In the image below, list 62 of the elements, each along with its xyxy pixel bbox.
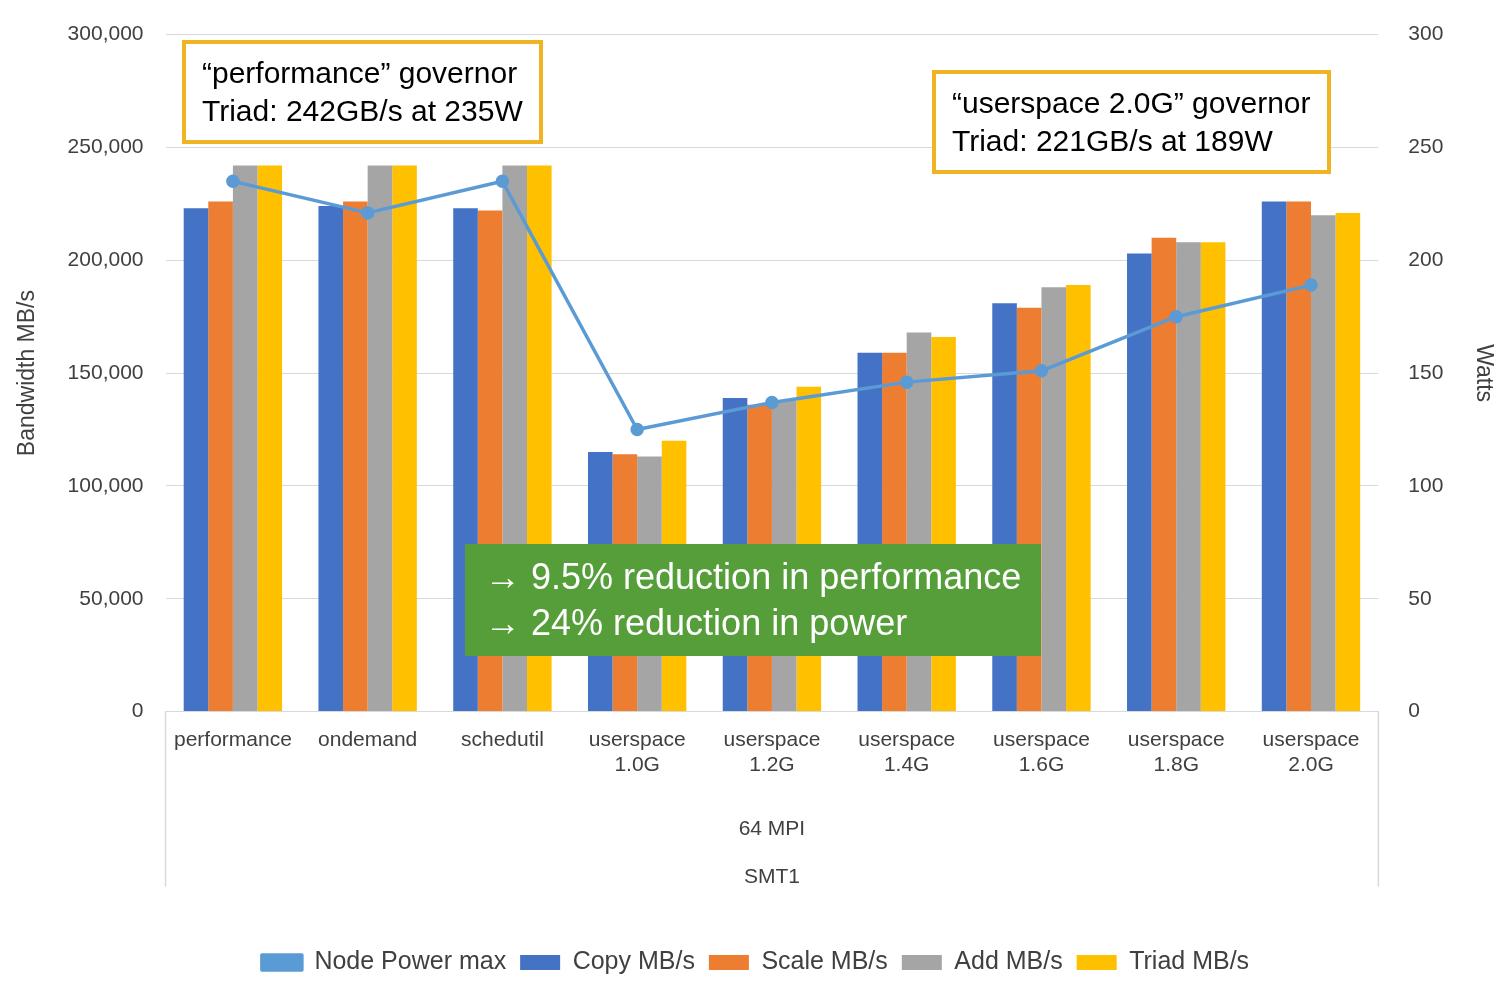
bar [367,165,393,712]
bar [1176,242,1201,712]
point [495,174,510,189]
point [899,375,914,389]
point [630,422,644,437]
x-tick-label: ondemand [318,727,418,750]
legend-label: Copy MB/s [572,946,695,975]
bar [257,165,283,712]
y-tick-label: 100,000 [67,472,144,496]
bar [343,201,368,712]
y-tick-label: 150,000 [67,359,144,383]
legend-label: Scale MB/s [761,946,888,975]
y2-tick-label: 300 [1408,21,1444,45]
bar [232,165,258,712]
point [1034,364,1049,378]
x-tick-label: userspace 1.6G [993,727,1090,776]
bar [1310,215,1336,712]
bar [1286,201,1311,712]
y2-axis-title: Watts [1471,344,1498,403]
y2-tick-label: 250 [1408,134,1444,158]
legend-label: Node Power max [314,946,507,975]
legend-label: Triad MB/s [1129,946,1250,975]
x-tick-label: userspace 1.8G [1127,727,1225,776]
point [1169,309,1183,324]
point [1304,278,1318,292]
bar [1066,285,1091,712]
bar [1127,253,1152,712]
y2-tick-label: 200 [1408,247,1444,271]
bar [318,206,344,712]
bar [1261,201,1287,712]
annotation: “userspace 2.0G” governor Triad: 221GB/s at 189W [932,70,1331,174]
y2-tick-label: 150 [1408,359,1444,383]
legend-label: Add MB/s [954,946,1063,975]
y-tick-label: 0 [131,698,144,722]
bar [1335,212,1361,712]
bar [1041,287,1067,712]
annotation: “performance” governor Triad: 242GB/s at 235W [182,40,543,144]
point [360,206,375,220]
text: 64 MPI [738,816,806,840]
text: SMT1 [743,864,800,888]
y-axis-title: Bandwidth MB/s [13,290,40,457]
y-tick-label: 50,000 [79,585,144,609]
x-tick-label: userspace 2.0G [1262,727,1360,776]
x-tick-label: userspace 1.0G [588,727,686,776]
y-tick-label: 300,000 [67,21,144,45]
point [226,174,240,189]
y2-tick-label: 0 [1408,698,1421,722]
bar [1200,242,1226,712]
x-tick-label: userspace 1.4G [858,727,956,776]
bar [1151,237,1177,712]
x-tick-label: performance [173,727,292,750]
y2-tick-label: 100 [1408,472,1444,496]
bar [392,165,417,712]
x-tick-label: userspace 1.2G [723,727,821,776]
y-tick-label: 250,000 [67,134,144,158]
x-tick-label: schedutil [460,727,544,750]
bar [183,208,209,712]
annotation: → 9.5% reduction in performance → 24% reduction in power [465,544,1042,656]
point [765,395,779,410]
y2-tick-label: 50 [1408,585,1432,609]
bar [208,201,233,712]
y-tick-label: 200,000 [67,247,144,271]
